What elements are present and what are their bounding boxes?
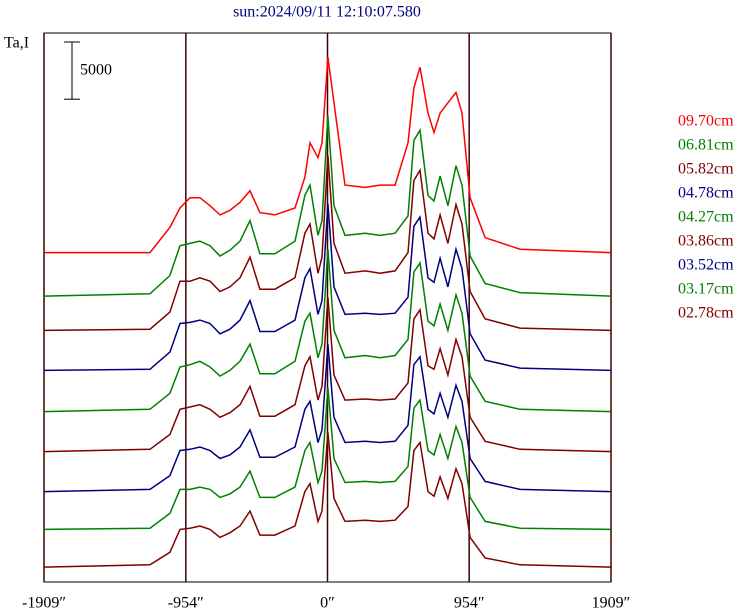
legend-entry: 06.81cm	[678, 137, 734, 154]
legend-entry: 04.27cm	[678, 209, 734, 226]
x-tick-label: -954″	[168, 595, 204, 612]
x-tick-label: -1909″	[22, 595, 66, 612]
series-line	[43, 297, 612, 453]
x-tick-label: 1909″	[592, 595, 631, 612]
legend-entry: 09.70cm	[678, 113, 734, 130]
series-line	[43, 155, 612, 332]
legend-entry: 03.86cm	[678, 233, 734, 250]
series-line	[43, 249, 612, 413]
legend-entry: 03.17cm	[678, 281, 734, 298]
legend-entry: 03.52cm	[678, 257, 734, 274]
series-line	[43, 387, 612, 531]
series-line	[43, 432, 612, 568]
series-line	[43, 344, 612, 493]
x-tick-label: 954″	[454, 595, 485, 612]
legend-entry: 04.78cm	[678, 185, 734, 202]
scale-bar-label: 5000	[80, 62, 112, 79]
series-line	[43, 203, 612, 372]
x-tick-label: 0″	[320, 595, 335, 612]
series-line	[43, 115, 612, 297]
y-axis-label: Ta,I	[4, 35, 29, 52]
series-line	[44, 56, 612, 254]
legend-entry: 05.82cm	[678, 161, 734, 178]
chart-title: sun:2024/09/11 12:10:07.580	[233, 4, 421, 21]
legend-entry: 02.78cm	[678, 305, 734, 322]
